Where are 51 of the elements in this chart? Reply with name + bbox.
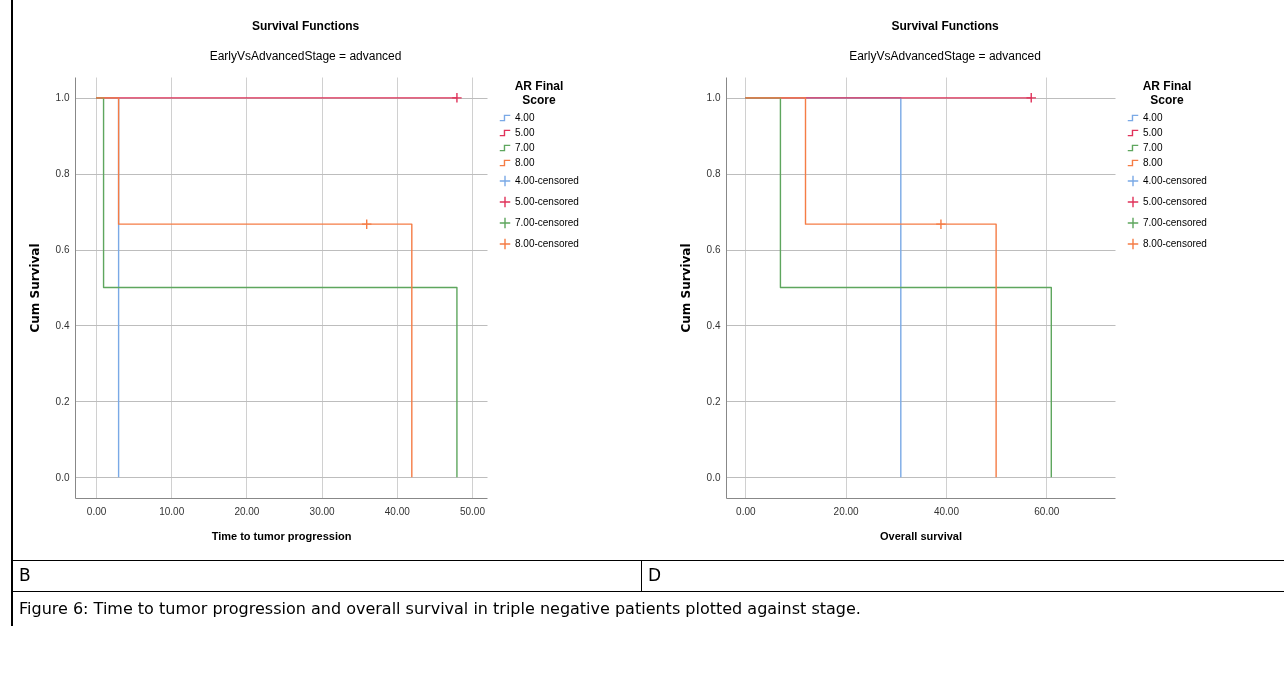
legend-label: 8.00-censored — [515, 238, 579, 249]
x-tick-label: 60.00 — [1034, 505, 1060, 517]
y-tick-label: 0.2 — [706, 395, 721, 407]
chart-subtitle: EarlyVsAdvancedStage = advanced — [209, 49, 402, 63]
chart-subtitle: EarlyVsAdvancedStage = advanced — [849, 49, 1041, 63]
text: B — [13, 561, 642, 591]
legend-label: 5.00 — [515, 127, 535, 138]
y-tick-label: 0.0 — [55, 471, 70, 483]
legend-label: 5.00-censored — [1143, 196, 1207, 207]
y-tick-label: 0.8 — [55, 168, 70, 180]
legend-label: 7.00 — [515, 142, 535, 153]
x-tick-label: 20.00 — [234, 505, 260, 517]
y-tick-label: 0.4 — [706, 319, 721, 331]
x-tick-label: 10.00 — [159, 505, 185, 517]
x-tick-label: 50.00 — [459, 505, 486, 517]
legend-label: 5.00-censored — [515, 196, 579, 207]
caption: Figure 6: Time to tumor progression and overall survival in triple negative patients plotted against stage. — [19, 598, 862, 620]
legend-label: 7.00-censored — [1143, 217, 1207, 228]
y-axis-title: Cum Survival — [678, 243, 693, 333]
legend-label: 8.00 — [515, 157, 535, 168]
x-axis-title: Overall survival — [880, 529, 962, 542]
chart-title: Survival Functions — [891, 19, 1000, 33]
y-tick-label: 0.6 — [706, 244, 721, 256]
chart-title: Survival Functions — [251, 19, 360, 33]
legend-label: 8.00-censored — [1143, 238, 1207, 249]
legend-label: 7.00-censored — [515, 217, 579, 228]
legend-label: 4.00 — [515, 112, 535, 123]
y-tick-label: 0.6 — [55, 244, 70, 256]
x-tick-label: 0.00 — [86, 505, 107, 517]
x-tick-label: 40.00 — [384, 505, 411, 517]
x-tick-label: 30.00 — [309, 505, 336, 517]
text: D — [647, 564, 663, 587]
y-tick-label: 0.2 — [55, 395, 70, 407]
x-tick-label: 0.00 — [736, 505, 756, 517]
legend-label: 4.00-censored — [1143, 175, 1207, 186]
y-tick-label: 0.8 — [706, 168, 721, 180]
y-tick-label: 1.0 — [706, 92, 721, 104]
legend-label: 5.00 — [1143, 127, 1163, 138]
legend-label: 7.00 — [1143, 142, 1163, 153]
legend-label: 4.00-censored — [515, 175, 579, 186]
x-tick-label: 20.00 — [833, 505, 860, 517]
legend-label: 4.00 — [1143, 112, 1163, 123]
x-axis-title: Time to tumor progression — [211, 529, 352, 542]
y-tick-label: 1.0 — [55, 92, 70, 104]
y-tick-label: 0.0 — [706, 471, 721, 483]
legend-title: AR Final Score — [514, 79, 564, 107]
legend-label: 8.00 — [1143, 157, 1163, 168]
y-axis-title: Cum Survival — [27, 243, 42, 333]
y-tick-label: 0.4 — [55, 319, 70, 331]
legend-title: AR Final Score — [1142, 79, 1192, 107]
x-tick-label: 40.00 — [933, 505, 960, 517]
